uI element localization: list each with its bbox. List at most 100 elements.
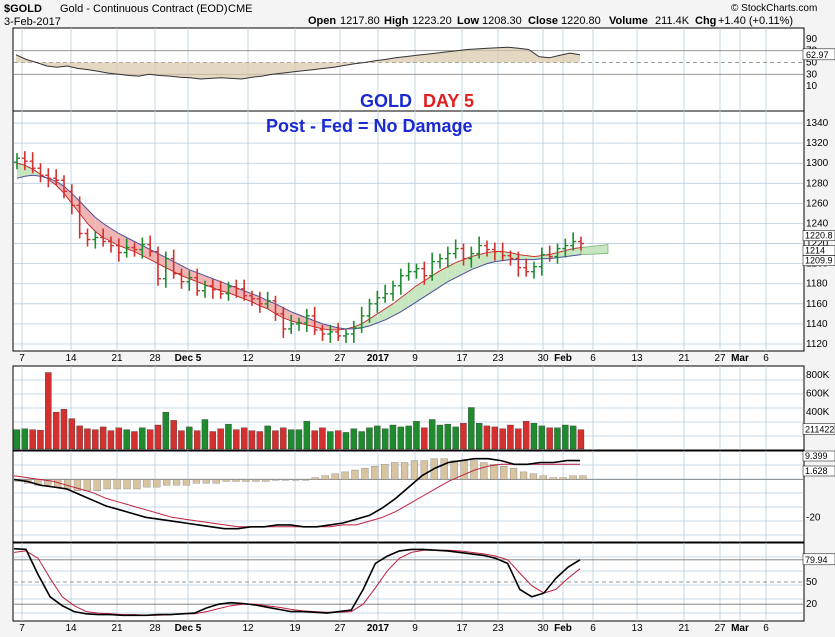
exchange: CME xyxy=(228,3,252,15)
macd-hist-51 xyxy=(519,471,528,480)
macd-last-box-1 xyxy=(802,465,835,477)
price-bar-21 xyxy=(178,268,185,289)
volume-bar-40 xyxy=(327,431,334,450)
volume-bar-42 xyxy=(342,432,350,450)
price-xtick-7: 27 xyxy=(334,353,346,364)
volume-bar-52 xyxy=(421,427,428,450)
price-bar-17 xyxy=(147,235,154,257)
macd-hist-6 xyxy=(73,479,82,491)
cloud-segment-52 xyxy=(424,275,433,297)
rsi-layer xyxy=(14,46,803,80)
price-bar-7 xyxy=(68,184,75,215)
cloud-segment-13 xyxy=(118,233,127,249)
volume-layer xyxy=(13,372,585,450)
macd-hist-12 xyxy=(133,479,141,490)
volume-bar-56 xyxy=(452,426,459,450)
instrument-name: Gold - Continuous Contract (EOD) xyxy=(60,3,228,15)
macd-hist-39 xyxy=(400,462,409,480)
volume-bar-63 xyxy=(507,424,514,450)
cloud-segment-46 xyxy=(377,308,386,323)
stoch-xtick-7: 27 xyxy=(334,623,346,634)
chart-date: 3-Feb-2017 xyxy=(4,16,61,28)
price-bar-70 xyxy=(562,238,569,258)
volume-bar-48 xyxy=(389,424,397,450)
volume-bar-72 xyxy=(577,429,585,450)
stoch-xtick-14: 6 xyxy=(590,623,596,634)
volume-bar-67 xyxy=(538,425,546,450)
volume-bar-6 xyxy=(60,409,68,450)
price-xtick-8: 2017 xyxy=(367,353,390,364)
cloud-segment-56 xyxy=(455,259,464,278)
macd-hist-25 xyxy=(262,479,270,482)
cloud-segment-32 xyxy=(267,300,276,314)
cloud-segment-1 xyxy=(24,165,33,177)
price-bar-27 xyxy=(225,281,232,301)
price-bar-52 xyxy=(421,261,428,285)
cloud-segment-60 xyxy=(487,251,495,264)
cloud-segment-22 xyxy=(189,269,198,282)
cloud-segment-7 xyxy=(71,193,80,214)
volume-bar-51 xyxy=(413,421,420,450)
rsi-tick-4: 10 xyxy=(806,81,818,92)
price-bar-10 xyxy=(92,230,99,249)
macd-hist-44 xyxy=(450,460,458,480)
cloud-segment-58 xyxy=(471,254,480,270)
chg-label: Chg xyxy=(695,15,716,27)
volume-bar-38 xyxy=(311,430,318,450)
price-tick-0: 1340 xyxy=(806,118,829,129)
price-bar-5 xyxy=(53,169,60,186)
price-bar-3 xyxy=(37,163,44,183)
macd-hist-9 xyxy=(103,479,111,490)
rsi-tick-0: 90 xyxy=(806,34,818,45)
low-label: Low xyxy=(457,15,479,27)
volume-bar-65 xyxy=(522,421,530,450)
volume-bar-22 xyxy=(186,426,193,450)
macd-hist-21 xyxy=(222,479,230,482)
volume-bar-29 xyxy=(240,427,248,450)
price-xtick-1: 14 xyxy=(65,353,77,364)
annotation-gold: GOLD xyxy=(360,91,412,111)
high-value: 1223.20 xyxy=(412,15,452,27)
stoch-xtick-0: 7 xyxy=(19,623,25,634)
price-bar-48 xyxy=(390,280,396,301)
price-xtick-5: 12 xyxy=(242,353,254,364)
macd-last-value-0: 9.399 xyxy=(805,451,828,461)
volume-bar-21 xyxy=(178,430,185,450)
macd-hist-36 xyxy=(371,466,379,480)
price-bar-50 xyxy=(405,262,412,281)
price-bar-55 xyxy=(444,246,451,268)
ma-slow-tag-box xyxy=(802,255,835,266)
close-value: 1220.80 xyxy=(561,15,601,27)
macd-hist-38 xyxy=(391,462,399,480)
price-bar-72 xyxy=(578,236,584,251)
price-xtick-19: 6 xyxy=(763,353,769,364)
volume-bar-60 xyxy=(483,425,491,450)
cloud-segment-61 xyxy=(494,251,503,262)
price-bar-4 xyxy=(45,168,52,188)
price-xtick-15: 13 xyxy=(631,353,643,364)
cloud-segment-59 xyxy=(479,252,487,267)
price-bar-6 xyxy=(61,175,67,199)
volume-bar-14 xyxy=(123,429,130,450)
price-pane xyxy=(12,110,805,352)
price-bar-35 xyxy=(288,314,295,334)
stoch-xtick-16: 21 xyxy=(678,623,690,634)
stoch-xtick-12: 30 xyxy=(537,623,549,634)
price-bar-0 xyxy=(14,153,20,170)
volume-bar-18 xyxy=(154,424,162,450)
macd-hist-11 xyxy=(123,479,131,490)
macd-hist-20 xyxy=(212,479,220,484)
stoch-xtick-6: 19 xyxy=(289,623,301,634)
close-label: Close xyxy=(528,15,558,27)
price-bar-53 xyxy=(429,252,436,281)
price-xtick-16: 21 xyxy=(678,353,690,364)
macd-hist-47 xyxy=(480,462,488,480)
cloud-segment-0 xyxy=(17,163,25,179)
volume-bar-44 xyxy=(358,431,365,450)
volume-bar-32 xyxy=(264,425,271,450)
cloud-segment-25 xyxy=(212,278,221,291)
stoch-last-box xyxy=(802,553,835,566)
volume-bar-10 xyxy=(92,429,99,450)
rsi-tick-2: 50 xyxy=(806,58,818,69)
axis-labels: 907050301062.971340132013001280126012401… xyxy=(19,34,835,634)
